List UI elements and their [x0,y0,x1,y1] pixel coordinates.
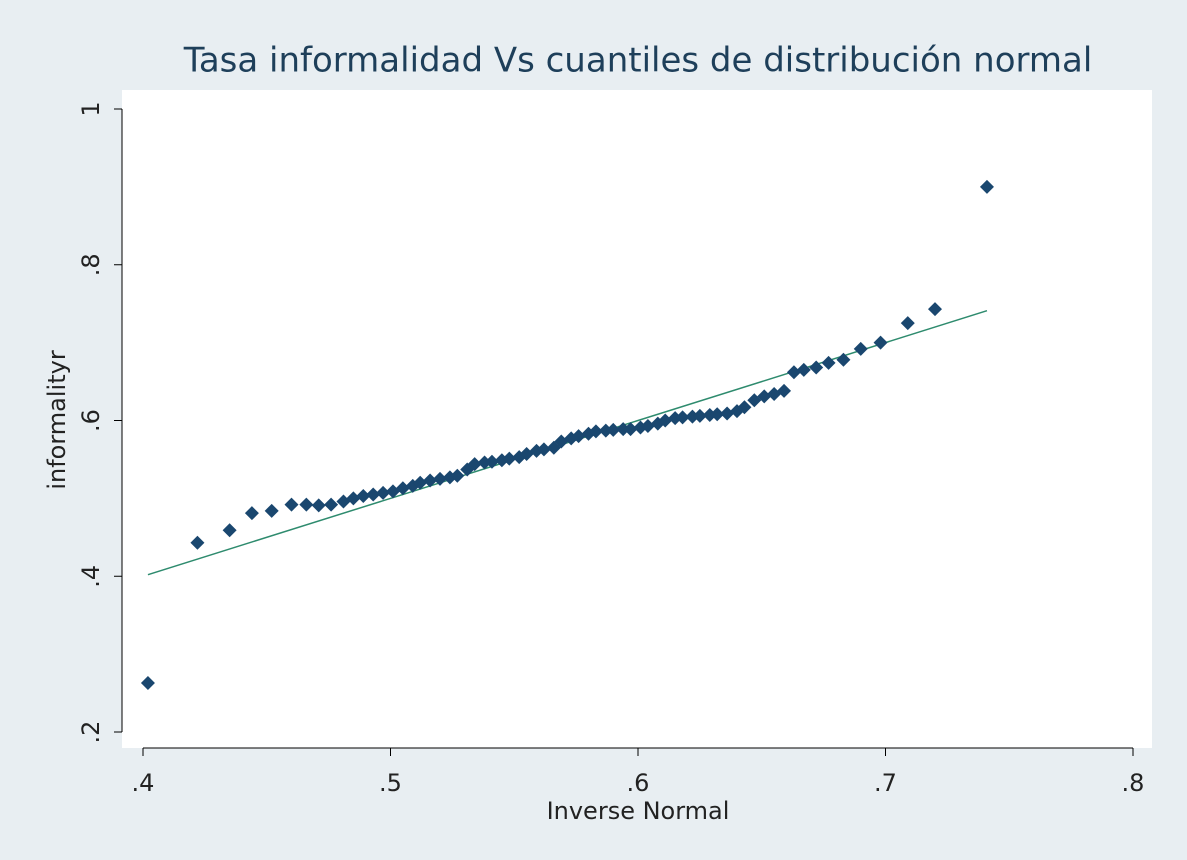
point [675,410,690,425]
chart-title: Tasa informalidad Vs cuantiles de distri… [183,41,1093,81]
y-tick-label: .8 [77,253,105,276]
point [873,335,888,350]
point [346,491,361,506]
point [623,422,638,437]
x-tick-label: .7 [874,769,897,797]
point [710,407,725,422]
point [299,497,314,512]
point [692,408,707,423]
point [606,422,621,437]
x-tick-label: .5 [379,769,402,797]
point [786,365,801,380]
point [777,383,792,398]
point [433,471,447,486]
point [467,457,482,472]
point [356,489,371,504]
point [616,422,631,437]
point [190,535,205,550]
point [376,485,391,500]
point [222,523,237,538]
reference-line [147,309,988,576]
point [536,442,551,457]
point [484,454,499,469]
point [809,360,824,375]
point [640,418,655,433]
point [571,429,586,444]
point [395,481,410,496]
point [900,316,915,331]
x-axis-title: Inverse Normal [547,797,730,825]
point [450,468,465,483]
point [928,302,942,317]
point [324,497,339,512]
point [311,498,326,513]
point [284,497,299,512]
point [821,355,836,370]
y-tick-label: .6 [77,409,105,432]
x-tick-label: .4 [132,769,155,797]
y-tick-label: 1 [77,101,105,116]
point [413,475,428,490]
point [796,362,811,377]
point [264,503,279,518]
y-tick-label: .2 [77,721,105,744]
point [720,406,735,421]
point [588,424,603,439]
plot-area [122,90,1152,748]
point [244,506,259,521]
point [853,341,868,356]
point [979,179,994,194]
point [737,400,752,415]
point [658,413,673,428]
point [836,352,851,367]
point [423,473,438,488]
point [366,487,381,502]
x-tick-label: .8 [1122,769,1145,797]
x-tick-label: .6 [627,769,650,797]
y-tick-label: .4 [77,565,105,588]
point [140,675,155,690]
point [502,451,517,466]
point [757,389,772,404]
y-axis-title: informalityr [43,350,71,489]
